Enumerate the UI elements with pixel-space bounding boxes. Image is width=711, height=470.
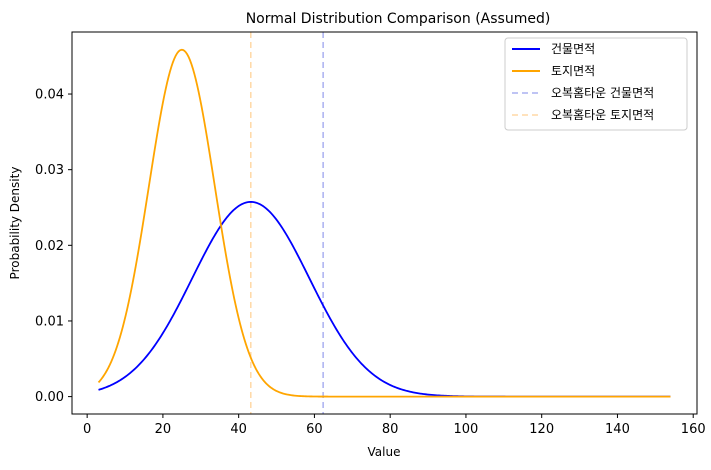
y-axis-label: Probability Density xyxy=(8,167,22,280)
plot-area xyxy=(97,32,671,414)
y-axis: 0.00 0.01 0.02 0.03 0.04 xyxy=(35,88,72,405)
y-tick-label: 0.03 xyxy=(35,163,64,178)
series-line-land-area xyxy=(97,48,671,398)
x-tick-label: 60 xyxy=(306,422,323,437)
x-tick-label: 140 xyxy=(605,422,630,437)
x-axis: 0 20 40 60 80 100 120 140 160 xyxy=(83,414,706,437)
y-tick-label: 0.02 xyxy=(35,239,64,254)
x-tick-label: 20 xyxy=(155,422,172,437)
chart-title: Normal Distribution Comparison (Assumed) xyxy=(246,11,551,27)
y-tick-label: 0.00 xyxy=(35,390,64,405)
legend-label-land-area: 토지면적 xyxy=(551,64,595,78)
x-tick-label: 0 xyxy=(83,422,91,437)
legend-label-obok-building-area: 오복홈타운 건물면적 xyxy=(551,86,654,100)
series-line-building-area xyxy=(98,201,671,398)
x-tick-label: 80 xyxy=(382,422,399,437)
plot-frame xyxy=(71,31,698,415)
legend-label-obok-land-area: 오복홈타운 토지면적 xyxy=(551,108,654,122)
legend-label-building-area: 건물면적 xyxy=(551,42,595,56)
y-tick-label: 0.04 xyxy=(35,88,64,103)
x-tick-label: 120 xyxy=(529,422,554,437)
x-tick-label: 40 xyxy=(230,422,247,437)
y-tick-label: 0.01 xyxy=(35,314,64,329)
legend: 건물면적 토지면적 오복홈타운 건물면적 오복홈타운 토지면적 xyxy=(504,37,688,131)
x-axis-label: Value xyxy=(368,445,401,459)
x-tick-label: 160 xyxy=(681,422,706,437)
x-tick-label: 100 xyxy=(454,422,479,437)
legend-box xyxy=(504,37,688,131)
